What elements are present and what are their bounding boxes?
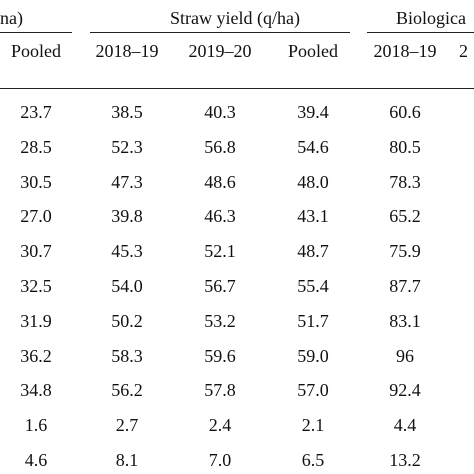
bio-group-rule	[367, 32, 474, 33]
bio-2018-19-cell: 80.5	[389, 136, 421, 157]
bio-2018-19-cell: 13.2	[389, 450, 421, 470]
straw-2019-20-header: 2019–20	[188, 41, 252, 61]
straw-2018-19-cell: 52.3	[111, 136, 143, 157]
straw-2018-19-cell: 47.3	[111, 171, 143, 192]
grain-pooled-cell: 4.6	[24, 450, 48, 470]
grain-pooled-cell: 27.0	[20, 206, 52, 227]
straw-pooled-cell: 57.0	[297, 380, 329, 401]
bio-2018-19-cell: 78.3	[389, 171, 421, 192]
grain-yield-group-header-fragment: na)	[0, 8, 23, 28]
straw-pooled-cell: 43.1	[297, 206, 329, 227]
straw-pooled-cell: 54.6	[297, 136, 329, 157]
bio-2018-19-cell: 4.4	[393, 415, 417, 436]
straw-pooled-cell: 6.5	[301, 450, 325, 470]
straw-pooled-cell: 59.0	[297, 345, 329, 366]
straw-2019-20-cell: 2.4	[208, 415, 232, 436]
bio-2018-19-cell: 83.1	[389, 310, 421, 331]
straw-2019-20-cell: 59.6	[204, 345, 236, 366]
bio-2019-20-header-fragment: 2	[459, 41, 468, 61]
straw-2019-20-cell: 56.7	[204, 276, 236, 296]
grain-pooled-cell: 34.8	[20, 380, 52, 401]
straw-pooled-cell: 39.4	[297, 102, 329, 122]
straw-group-rule	[90, 32, 350, 33]
straw-pooled-header: Pooled	[287, 41, 339, 61]
straw-2018-19-header: 2018–19	[95, 41, 159, 61]
straw-2019-20-cell: 53.2	[204, 310, 236, 331]
straw-2019-20-cell: 56.8	[204, 136, 236, 157]
grain-pooled-cell: 32.5	[20, 276, 52, 296]
straw-2019-20-cell: 52.1	[204, 241, 236, 262]
grain-pooled-cell: 31.9	[20, 310, 52, 331]
straw-2018-19-cell: 54.0	[111, 276, 143, 296]
bio-2018-19-cell: 75.9	[389, 241, 421, 262]
grain-pooled-header: Pooled	[10, 41, 62, 61]
straw-2018-19-cell: 50.2	[111, 310, 143, 331]
grain-group-rule	[0, 32, 72, 33]
bio-2018-19-cell: 96	[396, 345, 414, 366]
straw-pooled-cell: 48.7	[297, 241, 329, 262]
biological-yield-group-header: Biologica	[396, 8, 466, 28]
straw-2019-20-cell: 46.3	[204, 206, 236, 227]
straw-pooled-cell: 55.4	[297, 276, 329, 296]
straw-pooled-cell: 2.1	[301, 415, 325, 436]
straw-pooled-cell: 48.0	[297, 171, 329, 192]
straw-2018-19-cell: 45.3	[111, 241, 143, 262]
grain-pooled-cell: 30.7	[20, 241, 52, 262]
grain-pooled-cell: 28.5	[20, 136, 52, 157]
straw-yield-group-header: Straw yield (q/ha)	[170, 8, 300, 28]
straw-2018-19-cell: 39.8	[111, 206, 143, 227]
straw-2018-19-cell: 58.3	[111, 345, 143, 366]
grain-pooled-cell: 30.5	[20, 171, 52, 192]
straw-2018-19-cell: 8.1	[115, 450, 139, 470]
bio-2018-19-cell: 87.7	[389, 276, 421, 296]
bio-2018-19-header: 2018–19	[373, 41, 437, 61]
bio-2018-19-cell: 65.2	[389, 206, 421, 227]
straw-2018-19-cell: 56.2	[111, 380, 143, 401]
straw-2018-19-cell: 38.5	[111, 102, 143, 122]
bio-2018-19-cell: 60.6	[389, 102, 421, 122]
grain-pooled-cell: 23.7	[20, 102, 52, 122]
grain-pooled-cell: 36.2	[20, 345, 52, 366]
straw-2019-20-cell: 40.3	[204, 102, 236, 122]
straw-2019-20-cell: 48.6	[204, 171, 236, 192]
straw-2019-20-cell: 57.8	[204, 380, 236, 401]
straw-2019-20-cell: 7.0	[208, 450, 232, 470]
grain-pooled-cell: 1.6	[24, 415, 48, 436]
bio-2018-19-cell: 92.4	[389, 380, 421, 401]
straw-pooled-cell: 51.7	[297, 310, 329, 331]
header-bottom-rule	[0, 88, 474, 89]
straw-2018-19-cell: 2.7	[115, 415, 139, 436]
